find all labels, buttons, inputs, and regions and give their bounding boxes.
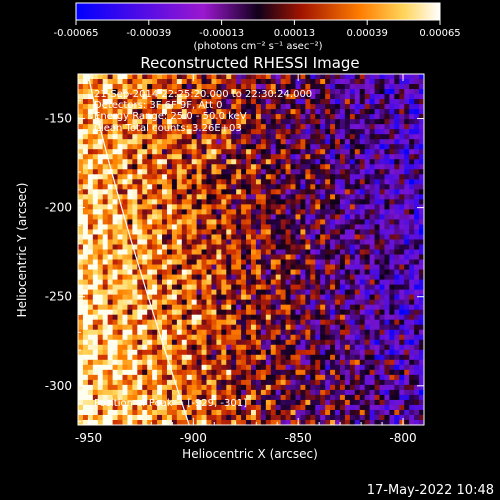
x-tick-label: -800: [389, 431, 416, 445]
annotation-energy-range: Energy Range: 25.0 - 50.0 keV: [94, 111, 247, 122]
colorbar-units-label: (photons cm⁻² s⁻¹ asec⁻²): [193, 41, 322, 52]
x-tick-label: -850: [285, 431, 312, 445]
colorbar-tick-label: 0.00039: [347, 28, 388, 39]
colorbar-tick-label: 0.00013: [274, 28, 315, 39]
solar-limb-line: [87, 74, 190, 425]
y-tick-label: -200: [45, 201, 72, 215]
y-axis-label: Heliocentric Y (arcsec): [15, 183, 29, 318]
axes: -950 -900 -850 -800 -150 -200 -250 -300: [45, 74, 425, 445]
annotation-peak-position: Position of Peak = [-929, -301]: [94, 398, 247, 409]
colorbar-tick-label: -0.00039: [126, 28, 171, 39]
plot-frame: [77, 73, 425, 426]
colorbar-tick-label: -0.00065: [54, 28, 99, 39]
y-tick-label: -250: [45, 290, 72, 304]
annotation-clean-counts: Clean Total counts: 3.26E+03: [94, 123, 242, 134]
colorbar-ticks: -0.00065 -0.00039 -0.00013 0.00013 0.00039 0.…: [54, 20, 461, 39]
heatmap-image: [78, 74, 424, 425]
chart-title: Reconstructed RHESSI Image: [140, 54, 359, 72]
y-tick-label: -300: [45, 379, 72, 393]
x-tick-label: -950: [75, 431, 102, 445]
annotation-detectors: Detectors: 3F 6F 9F, Att 0: [94, 100, 222, 111]
x-axis-label: Heliocentric X (arcsec): [182, 447, 318, 461]
y-tick-label: -150: [45, 112, 72, 126]
colorbar: [75, 2, 441, 21]
colorbar-tick-label: 0.00065: [419, 28, 460, 39]
annotation-time-range: 21-Sep-2014 22:25:20.000 to 22:30:24.000: [94, 89, 312, 100]
colorbar-tick-label: -0.00013: [199, 28, 244, 39]
footer-date: 17-May-2022 10:48: [367, 483, 494, 498]
x-tick-label: -900: [180, 431, 207, 445]
